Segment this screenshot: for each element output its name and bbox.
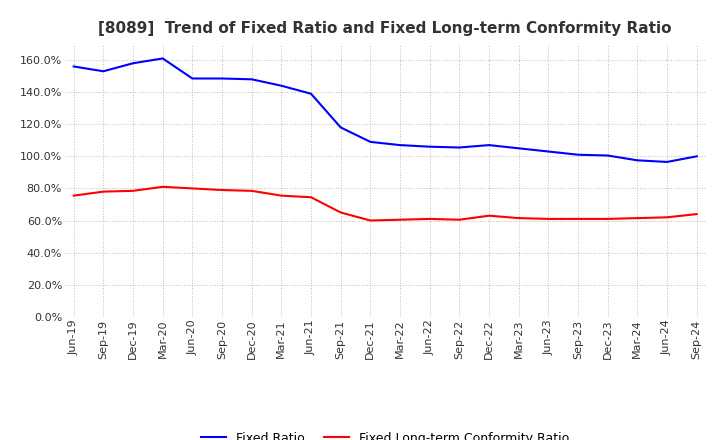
Fixed Long-term Conformity Ratio [129,188,138,194]
Fixed Long-term Conformity Ratio [188,186,197,191]
Fixed Long-term Conformity Ratio [574,216,582,222]
Fixed Ratio [693,154,701,159]
Fixed Long-term Conformity Ratio [366,218,374,223]
Fixed Long-term Conformity Ratio [603,216,612,222]
Fixed Long-term Conformity Ratio [485,213,493,218]
Fixed Ratio [188,76,197,81]
Fixed Long-term Conformity Ratio [217,187,226,193]
Fixed Long-term Conformity Ratio [396,217,405,222]
Fixed Ratio [366,139,374,144]
Fixed Long-term Conformity Ratio [426,216,434,222]
Fixed Long-term Conformity Ratio [455,217,464,222]
Fixed Ratio [99,69,108,74]
Fixed Ratio [307,91,315,96]
Fixed Ratio [69,64,78,69]
Fixed Ratio [396,143,405,148]
Title: [8089]  Trend of Fixed Ratio and Fixed Long-term Conformity Ratio: [8089] Trend of Fixed Ratio and Fixed Lo… [99,21,672,36]
Fixed Ratio [277,83,286,88]
Fixed Long-term Conformity Ratio [693,212,701,217]
Line: Fixed Ratio: Fixed Ratio [73,59,697,162]
Fixed Ratio [544,149,553,154]
Line: Fixed Long-term Conformity Ratio: Fixed Long-term Conformity Ratio [73,187,697,220]
Fixed Long-term Conformity Ratio [544,216,553,222]
Fixed Ratio [603,153,612,158]
Fixed Ratio [129,61,138,66]
Fixed Ratio [426,144,434,149]
Fixed Ratio [217,76,226,81]
Fixed Long-term Conformity Ratio [277,193,286,198]
Fixed Ratio [633,158,642,163]
Fixed Long-term Conformity Ratio [307,194,315,200]
Fixed Long-term Conformity Ratio [69,193,78,198]
Fixed Long-term Conformity Ratio [633,216,642,221]
Fixed Ratio [662,159,671,165]
Fixed Ratio [455,145,464,150]
Fixed Ratio [514,146,523,151]
Fixed Long-term Conformity Ratio [158,184,167,190]
Fixed Ratio [248,77,256,82]
Fixed Ratio [158,56,167,61]
Fixed Long-term Conformity Ratio [336,210,345,215]
Fixed Long-term Conformity Ratio [514,216,523,221]
Fixed Ratio [336,125,345,130]
Fixed Long-term Conformity Ratio [662,215,671,220]
Fixed Long-term Conformity Ratio [99,189,108,194]
Legend: Fixed Ratio, Fixed Long-term Conformity Ratio: Fixed Ratio, Fixed Long-term Conformity … [197,427,574,440]
Fixed Long-term Conformity Ratio [248,188,256,194]
Fixed Ratio [485,143,493,148]
Fixed Ratio [574,152,582,158]
